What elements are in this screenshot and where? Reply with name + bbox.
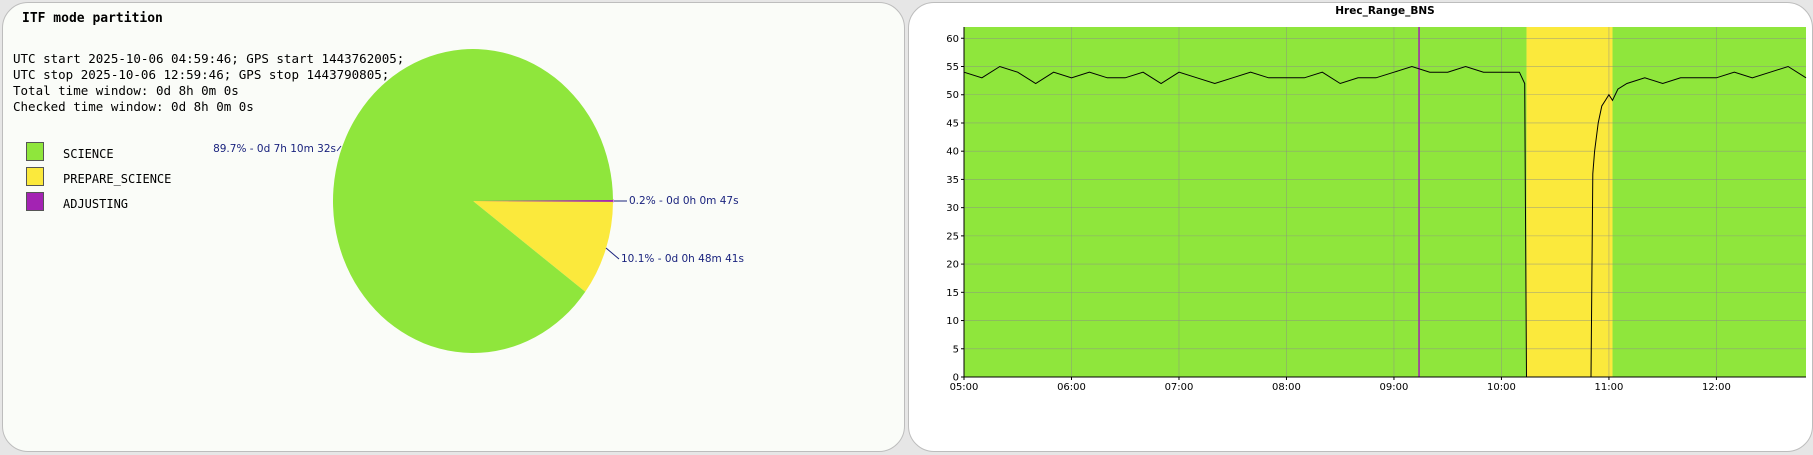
line-chart: Hrec_Range_BNS 0 5 10 15 20 25 30 35 40 45 50 55 60 05… bbox=[946, 5, 1807, 393]
x-tick-label-05-00: 05:00 bbox=[950, 382, 979, 393]
x-tick-label-11-00: 11:00 bbox=[1595, 382, 1624, 393]
y-tick-label-25: 25 bbox=[946, 231, 959, 242]
panel-title: ITF mode partition bbox=[22, 11, 163, 26]
band-science-0 bbox=[964, 27, 1527, 377]
y-tick-label-55: 55 bbox=[946, 62, 959, 73]
band-science-2 bbox=[1612, 27, 1806, 377]
y-tick-label-0: 0 bbox=[953, 373, 959, 384]
y-tick-label-35: 35 bbox=[946, 175, 959, 186]
y-tick-label-30: 30 bbox=[946, 203, 959, 214]
chart-title: Hrec_Range_BNS bbox=[1335, 5, 1434, 17]
pie-leader-prepare-science bbox=[605, 247, 620, 260]
y-tick-label-45: 45 bbox=[946, 118, 959, 129]
pie-slice-prepare-science bbox=[473, 201, 613, 292]
series-line-0 bbox=[963, 65, 1807, 378]
pie-slice-science bbox=[333, 48, 613, 353]
pie-label-science: 89.7% - 0d 7h 10m 32s bbox=[213, 143, 336, 155]
y-tick-label-50: 50 bbox=[946, 90, 959, 101]
total-window-line: Total time window: 0d 8h 0m 0s bbox=[13, 83, 239, 98]
legend-swatch-prepare-science bbox=[26, 167, 44, 186]
pie-leader-science bbox=[336, 145, 342, 152]
utc-start-line: UTC start 2025-10-06 04:59:46; GPS start… bbox=[13, 51, 405, 66]
x-tick-label-09-00: 09:00 bbox=[1380, 382, 1409, 393]
band-prepare-science-1 bbox=[1526, 27, 1613, 377]
x-tick-label-06-00: 06:00 bbox=[1057, 382, 1086, 393]
pie-label-prepare-science: 10.1% - 0d 0h 48m 41s bbox=[621, 253, 744, 265]
x-tick-label-10-00: 10:00 bbox=[1487, 382, 1516, 393]
y-tick-label-20: 20 bbox=[946, 260, 959, 271]
legend-swatch-adjusting bbox=[26, 192, 44, 211]
legend-label-science: SCIENCE bbox=[63, 147, 114, 161]
legend-label-adjusting: ADJUSTING bbox=[63, 197, 129, 211]
y-tick-label-15: 15 bbox=[946, 288, 959, 299]
pie-slice-adjusting bbox=[472, 199, 614, 203]
x-tick-label-12-00: 12:00 bbox=[1702, 382, 1731, 393]
legend-label-prepare-science: PREPARE_SCIENCE bbox=[63, 172, 172, 186]
range-chart-panel: Hrec_Range_BNS 0 5 10 15 20 25 30 35 40 45 50 55 60 05… bbox=[908, 2, 1813, 452]
pie-chart: 0.2% - 0d 0h 0m 47s 10.1% - 0d 0h 48m 41s… bbox=[213, 48, 744, 353]
x-tick-label-07-00: 07:00 bbox=[1165, 382, 1194, 393]
mode-partition-panel: ITF mode partition UTC start 2025-10-06 … bbox=[2, 2, 905, 452]
legend-swatch-science bbox=[26, 142, 44, 161]
y-tick-label-40: 40 bbox=[946, 147, 959, 158]
y-tick-label-5: 5 bbox=[953, 344, 959, 355]
x-tick-label-08-00: 08:00 bbox=[1272, 382, 1301, 393]
y-tick-label-10: 10 bbox=[946, 316, 959, 327]
checked-window-line: Checked time window: 0d 8h 0m 0s bbox=[13, 99, 254, 114]
utc-stop-line: UTC stop 2025-10-06 12:59:46; GPS stop 1… bbox=[13, 67, 390, 82]
pie-label-adjusting: 0.2% - 0d 0h 0m 47s bbox=[629, 195, 739, 207]
y-tick-label-60: 60 bbox=[946, 34, 959, 45]
